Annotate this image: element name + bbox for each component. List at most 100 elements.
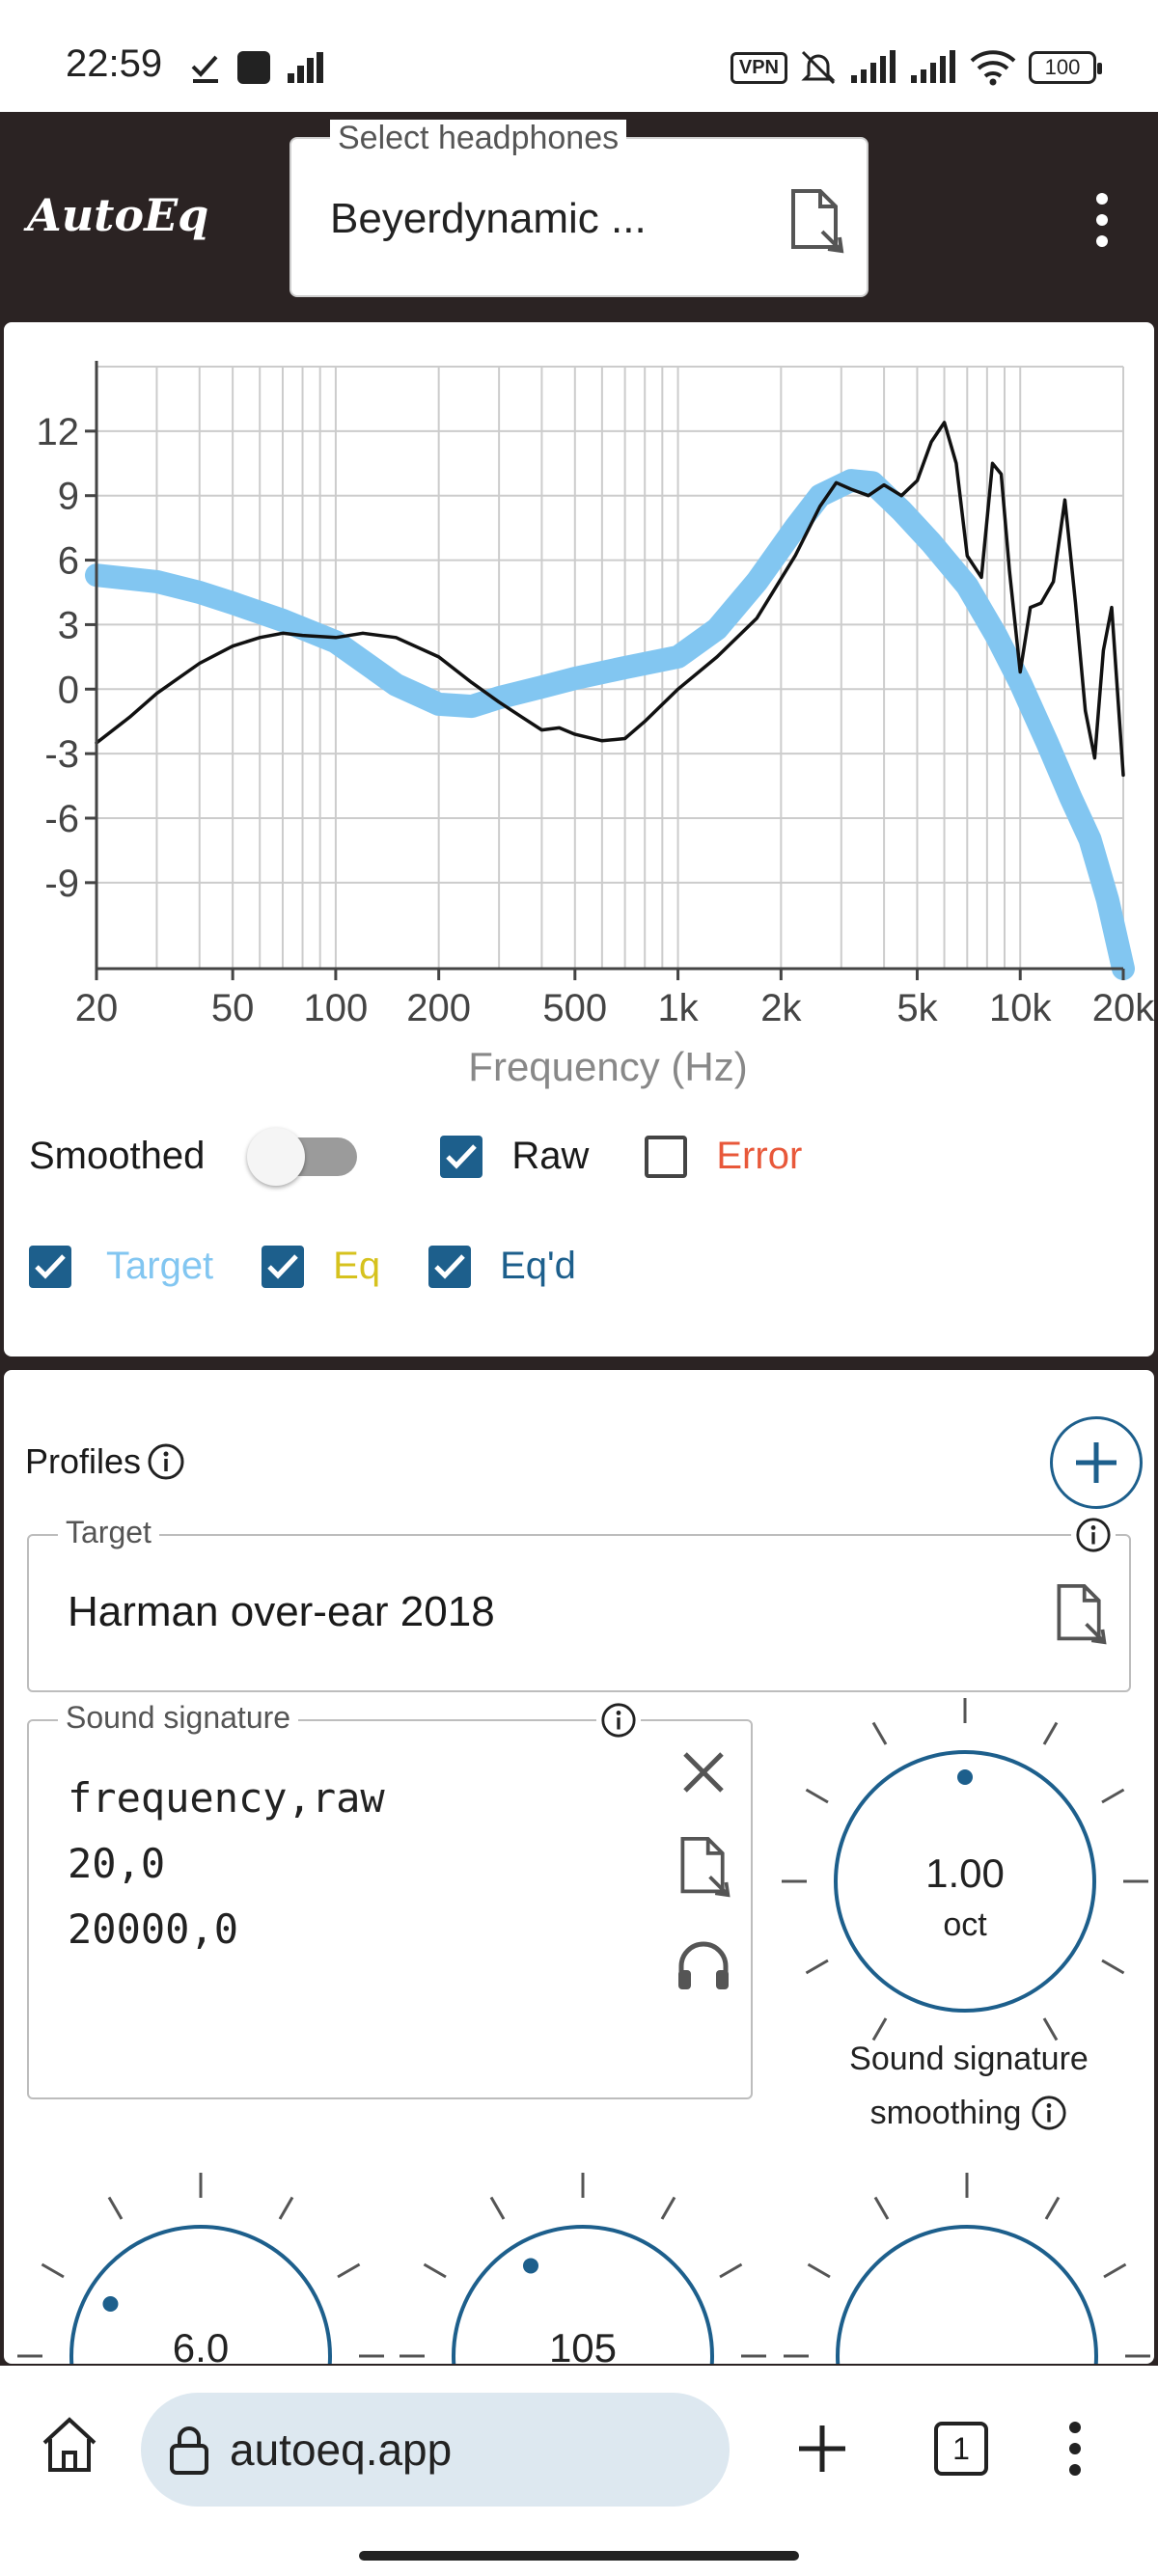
toggle-row-2: Target Eq Eq'd (29, 1245, 576, 1288)
y-tick-label: 6 (58, 540, 79, 583)
headphones-icon[interactable] (676, 1939, 731, 1991)
status-time: 22:59 (66, 42, 163, 85)
autoeq-logo: AutoEq (27, 189, 209, 241)
dial-value: 6.0 (173, 2325, 229, 2364)
dial-tick (871, 1721, 888, 1745)
eqd-checkbox[interactable] (428, 1245, 472, 1288)
raw-checkbox[interactable] (440, 1135, 483, 1178)
toggle-row-1: Smoothed Raw Error (29, 1127, 803, 1186)
dial-tick (1103, 2262, 1127, 2279)
dial-tick (1042, 1721, 1059, 1745)
status-bar: 22:59 VPN 100 (0, 0, 1158, 112)
y-tick-label: -6 (44, 798, 79, 840)
dial-tick (805, 1959, 829, 1975)
y-tick-label: -9 (44, 863, 79, 905)
browser-menu-icon[interactable] (1067, 2420, 1083, 2478)
target-field-label: Target (58, 1515, 159, 1550)
file-open-icon[interactable] (674, 1835, 733, 1899)
profiles-title: Profiles (25, 1441, 185, 1482)
bell-muted-icon (801, 50, 836, 85)
series-line-target (85, 469, 1135, 980)
info-icon[interactable] (147, 1442, 185, 1481)
clear-icon[interactable] (681, 1750, 726, 1795)
tab-switcher-button[interactable]: 1 (934, 2422, 988, 2476)
switch-knob (247, 1127, 306, 1186)
battery-indicator: 100 (1029, 51, 1102, 84)
dial-tick (41, 2262, 65, 2279)
file-open-icon[interactable] (1050, 1582, 1110, 1646)
dial-tick (805, 1788, 829, 1804)
dial-tick (423, 2262, 447, 2279)
vpn-badge: VPN (730, 51, 787, 84)
dial-unit: oct (943, 1906, 987, 1943)
sound-signature-field[interactable]: Sound signature frequency,raw 20,0 20000… (27, 1700, 753, 2099)
sound-signature-smoothing-dial[interactable]: 1.00 oct (782, 1698, 1148, 2042)
check-icon (434, 1253, 465, 1279)
dial-tick (337, 2262, 361, 2279)
x-tick-label: 20k (1092, 987, 1154, 1029)
tab-count: 1 (952, 2430, 970, 2466)
address-bar[interactable]: autoeq.app (141, 2393, 730, 2507)
x-tick-label: 10k (989, 987, 1052, 1029)
y-tick-label: 9 (58, 476, 79, 518)
y-tick-label: -3 (44, 733, 79, 776)
preamp-dial[interactable]: 6.0 (17, 2173, 384, 2364)
error-label: Error (716, 1135, 803, 1177)
profiles-heading: Profiles (25, 1441, 142, 1481)
y-tick-label: 12 (37, 411, 80, 453)
home-indicator (359, 2551, 799, 2561)
x-axis-label: Frequency (Hz) (468, 1044, 747, 1089)
target-label: Target (106, 1245, 214, 1287)
file-open-icon[interactable] (784, 187, 847, 255)
dial-ring (834, 1750, 1096, 2013)
dial-tick (660, 2196, 676, 2220)
db-dial[interactable]: 105 (400, 2173, 766, 2364)
headphones-select[interactable]: Select headphones Beyerdynamic ... (290, 120, 868, 297)
smoothing-label-line2: smoothing (869, 2095, 1022, 2131)
x-tick-label: 5k (896, 987, 938, 1029)
eqd-label: Eq'd (500, 1245, 576, 1287)
dial-indicator (957, 1769, 973, 1785)
info-icon[interactable] (600, 1702, 637, 1739)
check-icon (35, 1253, 66, 1279)
checkmark-icon (191, 55, 218, 83)
third-dial[interactable] (784, 2173, 1150, 2364)
sound-signature-text[interactable]: frequency,raw 20,0 20000,0 (68, 1774, 385, 1953)
dial-tick (107, 2196, 124, 2220)
dial-tick (873, 2196, 890, 2220)
smoothed-switch[interactable] (247, 1127, 358, 1186)
cell-signal-icon (851, 50, 896, 83)
target-value: Harman over-ear 2018 (68, 1588, 495, 1635)
selected-headphones-value: Beyerdynamic ... (330, 195, 647, 242)
signal-small-icon (288, 52, 323, 83)
target-field[interactable]: Target Harman over-ear 2018 (27, 1515, 1131, 1692)
x-tick-label: 500 (542, 987, 607, 1029)
dial-tick (719, 2262, 743, 2279)
x-tick-label: 200 (406, 987, 471, 1029)
dial-tick (1101, 1959, 1125, 1975)
new-tab-icon[interactable] (795, 2422, 849, 2476)
sound-signature-label: Sound signature (58, 1700, 299, 1736)
dial-tick (1101, 1788, 1125, 1804)
target-checkbox[interactable] (29, 1245, 71, 1288)
dial-tick (807, 2262, 831, 2279)
error-checkbox[interactable] (645, 1135, 688, 1178)
browser-bottom-bar: autoeq.app 1 (0, 2366, 1158, 2576)
dial-tick (1044, 2196, 1061, 2220)
url-text: autoeq.app (230, 2425, 453, 2475)
x-tick-label: 100 (304, 987, 369, 1029)
raw-label: Raw (511, 1135, 590, 1177)
info-icon[interactable] (1075, 1517, 1112, 1553)
dial-ring (452, 2225, 714, 2364)
x-tick-label: 1k (657, 987, 699, 1029)
add-profile-button[interactable] (1050, 1416, 1143, 1509)
y-tick-label: 3 (58, 604, 79, 646)
profiles-card: Profiles Target Harman over-ear 2018 Sou… (4, 1370, 1154, 2364)
home-icon[interactable] (39, 2414, 100, 2476)
app-menu-icon[interactable] (1094, 193, 1110, 247)
dial-ring (836, 2225, 1098, 2364)
eq-checkbox[interactable] (262, 1245, 305, 1288)
plus-icon (1076, 1442, 1117, 1483)
info-icon[interactable] (1031, 2095, 1067, 2131)
dial-ring (69, 2225, 332, 2364)
